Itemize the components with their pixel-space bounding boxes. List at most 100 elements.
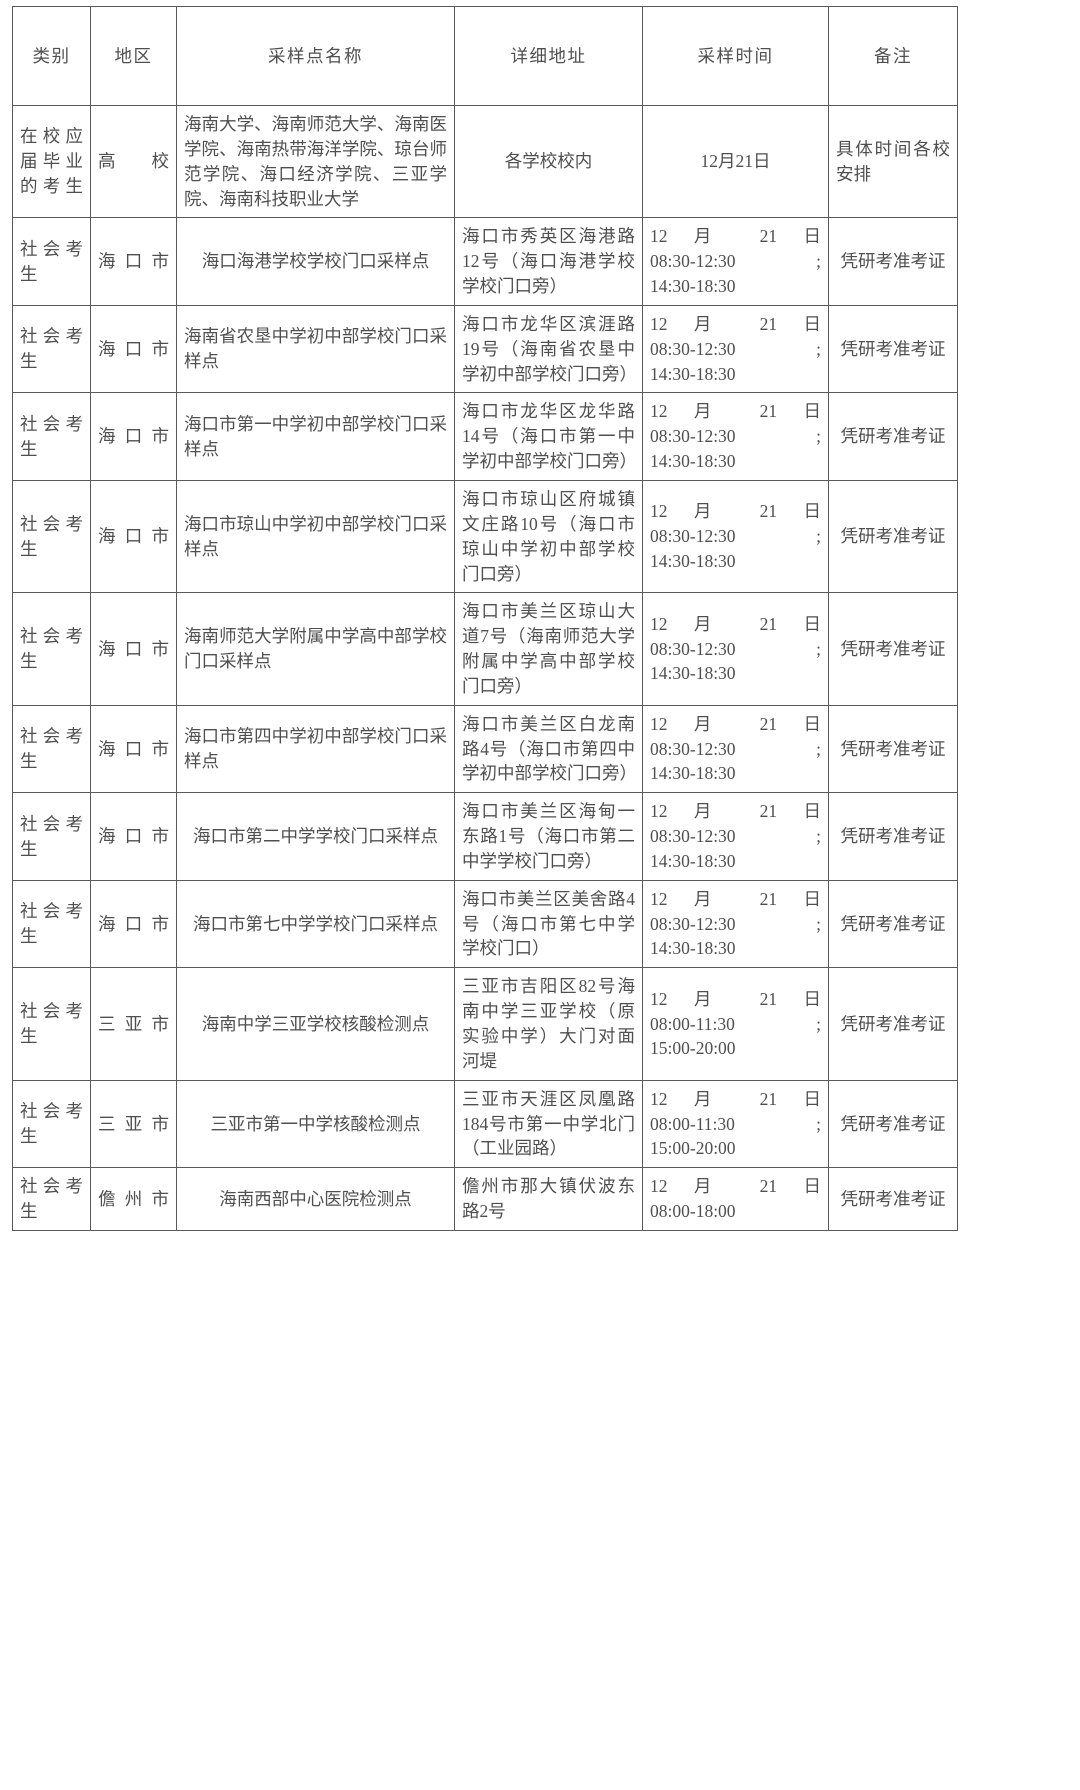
column-header-address: 详细地址 [454, 6, 643, 106]
time-slot: 14:30-18:30 [650, 551, 736, 572]
time-separator: ; [816, 638, 821, 659]
cell-category: 在校应届毕业的考生 [12, 104, 91, 219]
time-slot-list: 08:00-11:30; 15:00-20:00 [650, 1112, 821, 1162]
cell-time: 12 月 21 日 08:00-18:00 [642, 1167, 829, 1231]
time-date: 12 月 21 日 [650, 226, 821, 247]
time-separator: ; [816, 251, 821, 272]
time-date: 12 月 21 日 [650, 988, 821, 1009]
time-slot-list: 08:30-12:30; 14:30-18:30 [650, 249, 821, 299]
time-slot: 08:30-12:30 [650, 526, 736, 547]
sampling-points-table: 类别 地区 采样点名称 详细地址 采样时间 备注 在校应届毕业的考生 高校 海南大学… [12, 6, 958, 1231]
cell-remark: 具体时间各校安排 [828, 104, 958, 219]
cell-region: 儋州市 [90, 1167, 177, 1231]
time-slot: 14:30-18:30 [650, 850, 736, 871]
cell-category: 社会考生 [12, 304, 91, 394]
cell-time: 12 月 21 日 08:30-12:30; 14:30-18:30 [642, 304, 829, 394]
cell-address: 三亚市吉阳区82号海南中学三亚学校（原实验中学）大门对面河堤 [454, 967, 643, 1081]
cell-category: 社会考生 [12, 1079, 91, 1169]
cell-category: 社会考生 [12, 704, 91, 794]
time-slot-row: 08:30-12:30; [650, 637, 821, 662]
cell-category: 社会考生 [12, 1167, 91, 1231]
time-slot-list: 08:30-12:30; 14:30-18:30 [650, 337, 821, 387]
cell-category: 社会考生 [12, 392, 91, 481]
cell-region: 海口市 [90, 304, 177, 394]
cell-site: 海南西部中心医院检测点 [176, 1167, 455, 1231]
cell-remark: 凭研考准考证 [828, 304, 958, 394]
table-row: 社会考生 三亚市 海南中学三亚学校核酸检测点 三亚市吉阳区82号海南中学三亚学校（原实… [12, 967, 958, 1081]
cell-site: 海口市第一中学初中部学校门口采样点 [176, 392, 455, 481]
cell-address: 儋州市那大镇伏波东路2号 [454, 1167, 643, 1231]
time-slot-list: 08:00-18:00 [650, 1199, 821, 1224]
time-slot-row: 08:30-12:30; [650, 249, 821, 274]
time-slot: 14:30-18:30 [650, 763, 736, 784]
cell-remark: 凭研考准考证 [828, 217, 958, 306]
table-row: 社会考生 儋州市 海南西部中心医院检测点 儋州市那大镇伏波东路2号 12 月 21 日 0… [12, 1167, 958, 1231]
time-slot: 14:30-18:30 [650, 451, 736, 472]
cell-address: 海口市美兰区白龙南路4号（海口市第四中学初中部学校门口旁） [454, 704, 643, 794]
cell-time: 12月21日 [642, 104, 829, 219]
column-header-time: 采样时间 [642, 6, 829, 106]
time-slot-row: 08:00-11:30; [650, 1112, 821, 1137]
time-slot-row: 08:30-12:30; [650, 424, 821, 449]
cell-remark: 凭研考准考证 [828, 704, 958, 794]
time-slot: 14:30-18:30 [650, 276, 736, 297]
cell-address: 海口市美兰区美舍路4号（海口市第七中学学校门口） [454, 879, 643, 969]
cell-region: 高校 [90, 104, 177, 219]
time-slot: 14:30-18:30 [650, 663, 736, 684]
time-slot: 08:30-12:30 [650, 638, 736, 659]
cell-remark: 凭研考准考证 [828, 592, 958, 706]
table-row: 社会考生 海口市 海口市第二中学学校门口采样点 海口市美兰区海甸一东路1号（海口市第二… [12, 792, 958, 881]
cell-remark: 凭研考准考证 [828, 879, 958, 969]
table-body: 在校应届毕业的考生 高校 海南大学、海南师范大学、海南医学院、海南热带海洋学院、琼台… [12, 104, 958, 1231]
table-row: 社会考生 海口市 海口市第四中学初中部学校门口采样点 海口市美兰区白龙南路4号（海口市… [12, 704, 958, 794]
cell-site: 三亚市第一中学核酸检测点 [176, 1079, 455, 1169]
cell-time: 12 月 21 日 08:00-11:30; 15:00-20:00 [642, 967, 829, 1081]
cell-address: 海口市美兰区琼山大道7号（海南师范大学附属中学高中部学校门口旁） [454, 592, 643, 706]
table-row: 社会考生 海口市 海南师范大学附属中学高中部学校门口采样点 海口市美兰区琼山大道7号（… [12, 592, 958, 706]
column-header-region: 地区 [90, 6, 177, 106]
time-date: 12 月 21 日 [650, 888, 821, 909]
cell-region: 海口市 [90, 879, 177, 969]
cell-address: 海口市美兰区海甸一东路1号（海口市第二中学学校门口旁） [454, 792, 643, 881]
column-header-remark: 备注 [828, 6, 958, 106]
cell-site: 海口市第四中学初中部学校门口采样点 [176, 704, 455, 794]
cell-site: 海南中学三亚学校核酸检测点 [176, 967, 455, 1081]
time-slot: 14:30-18:30 [650, 363, 736, 384]
time-date: 12 月 21 日 [650, 801, 821, 822]
cell-site: 海南师范大学附属中学高中部学校门口采样点 [176, 592, 455, 706]
cell-region: 海口市 [90, 392, 177, 481]
cell-time: 12 月 21 日 08:30-12:30; 14:30-18:30 [642, 704, 829, 794]
cell-category: 社会考生 [12, 879, 91, 969]
time-slot: 15:00-20:00 [650, 1038, 736, 1059]
time-slot-list: 08:30-12:30; 14:30-18:30 [650, 824, 821, 874]
cell-category: 社会考生 [12, 967, 91, 1081]
cell-time: 12 月 21 日 08:00-11:30; 15:00-20:00 [642, 1079, 829, 1169]
cell-remark: 凭研考准考证 [828, 967, 958, 1081]
cell-remark: 凭研考准考证 [828, 479, 958, 594]
time-slot: 08:30-12:30 [650, 913, 736, 934]
table-row: 社会考生 三亚市 三亚市第一中学核酸检测点 三亚市天涯区凤凰路184号市第一中学北门（… [12, 1079, 958, 1169]
time-slot-row: 08:30-12:30; [650, 737, 821, 762]
cell-site: 海口市第七中学学校门口采样点 [176, 879, 455, 969]
time-date: 12 月 21 日 [650, 713, 821, 734]
cell-time: 12 月 21 日 08:30-12:30; 14:30-18:30 [642, 479, 829, 594]
cell-remark: 凭研考准考证 [828, 1167, 958, 1231]
cell-remark: 凭研考准考证 [828, 1079, 958, 1169]
time-slot-row: 08:30-12:30; [650, 912, 821, 937]
time-date: 12月21日 [700, 151, 771, 172]
time-slot: 08:00-11:30 [650, 1013, 735, 1034]
cell-remark: 凭研考准考证 [828, 392, 958, 481]
cell-time: 12 月 21 日 08:30-12:30; 14:30-18:30 [642, 879, 829, 969]
cell-region: 海口市 [90, 704, 177, 794]
table-row: 社会考生 海口市 海口市第七中学学校门口采样点 海口市美兰区美舍路4号（海口市第七中学… [12, 879, 958, 969]
cell-category: 社会考生 [12, 792, 91, 881]
time-slot: 08:30-12:30 [650, 738, 736, 759]
cell-category: 社会考生 [12, 217, 91, 306]
time-separator: ; [816, 1113, 821, 1134]
column-header-category: 类别 [12, 6, 91, 106]
cell-address: 三亚市天涯区凤凰路184号市第一中学北门（工业园路） [454, 1079, 643, 1169]
time-separator: ; [816, 1013, 821, 1034]
time-slot-list: 08:30-12:30; 14:30-18:30 [650, 912, 821, 962]
time-slot-list: 08:30-12:30; 14:30-18:30 [650, 424, 821, 474]
